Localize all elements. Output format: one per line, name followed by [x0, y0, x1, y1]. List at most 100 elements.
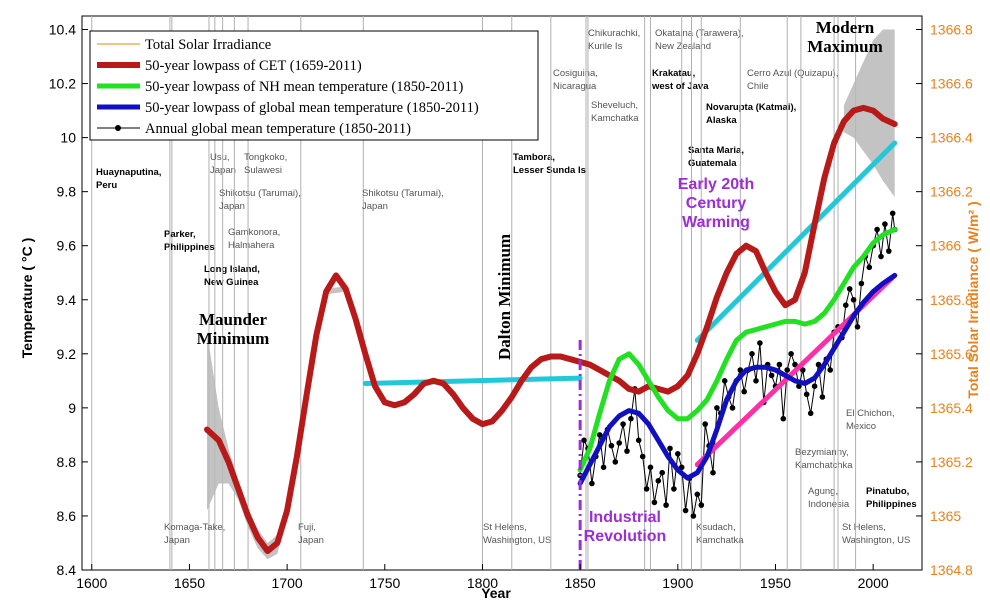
annual-temp-point: [788, 351, 794, 357]
y-tick-label: 9.2: [57, 346, 77, 362]
legend-label: 50-year lowpass of CET (1659-2011): [145, 58, 362, 74]
annual-temp-point: [753, 378, 759, 384]
x-tick-label: 1600: [76, 575, 107, 591]
annual-temp-point: [678, 464, 685, 471]
trend-line: [204, 104, 898, 555]
eruption-label: Komaga-Take, Japan: [164, 522, 225, 546]
y-tick-label: 8.4: [57, 562, 77, 578]
legend-label: 50-year lowpass of NH mean temperature (…: [145, 79, 464, 95]
y2-tick-label: 1365: [930, 508, 961, 524]
y2-tick-label: 1366.4: [930, 130, 973, 146]
era-label-layer: Maunder Minimum Dalton Minimum Modern Maximu…: [197, 18, 883, 545]
eruption-label: Agung, Indonesia: [808, 486, 850, 510]
annual-temp-point: [827, 367, 833, 373]
annual-temp-point: [682, 507, 689, 514]
y2-tick-label: 1365.2: [930, 454, 973, 470]
annual-temp-point: [803, 391, 810, 398]
x-axis-label: Year: [481, 585, 511, 601]
annual-temp-point: [643, 486, 650, 492]
eruption-label: Long Island, New Guinea: [204, 264, 260, 288]
annual-temp-point: [850, 297, 857, 303]
annual-temp-point: [616, 440, 622, 446]
y2-tick-label: 1365.4: [930, 400, 973, 416]
y-tick-label: 9.8: [57, 184, 77, 200]
legend-label: 50-year lowpass of global mean temperatu…: [145, 100, 479, 116]
annual-temp-point: [659, 469, 665, 476]
annual-temp-point: [624, 448, 630, 454]
eruption-label: Bezymianny, Kamchatchka: [795, 447, 853, 471]
annual-temp-point: [882, 221, 888, 227]
annual-temp-point: [647, 464, 654, 471]
y-tick-label: 8.8: [57, 454, 77, 470]
eruption-label: Krakatau, west of Java: [651, 68, 709, 92]
y2-tick-label: 1366.2: [930, 184, 973, 200]
eruption-label: Santa Maria, Guatemala: [688, 145, 744, 169]
annual-temp-point: [635, 437, 642, 444]
eruption-label: Huaynaputina, Peru: [96, 167, 161, 191]
annual-temp-point: [714, 405, 720, 411]
eruption-label: Ksudach, Kamchatka: [696, 522, 744, 546]
y2-tick-label: 1365.8: [930, 292, 973, 308]
annual-temp-point: [663, 502, 669, 508]
annual-temp-point: [815, 361, 822, 368]
eruption-label: Sheveluch, Kamchatka: [591, 100, 639, 124]
trend-line: [362, 375, 583, 386]
annual-temp-point: [675, 451, 681, 457]
eruption-label: Okataina (Tarawera), New Zealand: [655, 28, 744, 52]
eruption-label: Parker, Philippines: [164, 229, 215, 253]
annual-temp-point: [698, 502, 705, 508]
eruption-label: Novarupta (Katmai), Alaska: [706, 102, 796, 126]
annual-temp-point: [776, 361, 783, 368]
legend-marker: [115, 125, 121, 131]
y-tick-label: 8.6: [57, 508, 77, 524]
eruption-label: Tambora, Lesser Sunda Is: [513, 152, 586, 176]
annual-temp-point: [608, 442, 615, 449]
y2-tick-label: 1366.8: [930, 22, 973, 38]
series-layer: [204, 104, 898, 570]
x-tick-label: 1800: [467, 575, 498, 591]
annual-temp-point: [811, 383, 818, 390]
annual-temp-point: [690, 513, 697, 519]
y-tick-label: 10.2: [49, 76, 76, 92]
y2-axis-label: Total Solar Irradiance ( W/m² ): [965, 201, 981, 398]
eruption-label: Chikurachki, Kurile Is: [588, 28, 640, 52]
x-tick-label: 1950: [760, 575, 791, 591]
annual-temp-point: [620, 421, 626, 427]
eruption-label: Fuji, Japan: [298, 522, 324, 546]
eruption-label: Pinatubo, Philippines: [866, 486, 917, 510]
eruption-label: Cosiguina, Nicaragua: [553, 68, 598, 92]
y-tick-label: 10: [60, 130, 76, 146]
legend-label: Annual global mean temperature (1850-201…: [145, 121, 411, 137]
legend-label: Total Solar Irradiance: [145, 37, 271, 53]
x-tick-label: 2000: [858, 575, 889, 591]
eruption-label: Shikotsu (Tarumai), Japan: [362, 188, 444, 212]
annual-temp-point: [768, 372, 775, 379]
annual-temp-point: [729, 405, 736, 411]
annual-temp-point: [581, 437, 587, 444]
eruption-label: Gamkonora, Halmahera: [228, 227, 280, 251]
annual-temp-point: [858, 280, 865, 287]
annual-temp-point: [886, 248, 892, 254]
y-axis-label: Temperature ( °C ): [19, 238, 35, 358]
legend-box: [89, 30, 539, 141]
annual-temp-point: [721, 378, 728, 384]
annual-temp-point: [807, 410, 814, 417]
eruption-label: St Helens, Washington, US: [842, 522, 910, 546]
annual-temp-point: [780, 415, 787, 422]
annual-temp-point: [749, 351, 755, 357]
era-label: Dalton Minimum: [495, 234, 514, 360]
x-tick-label: 1850: [565, 575, 596, 591]
annual-temp-point: [628, 415, 634, 422]
annual-temp-point: [702, 421, 708, 427]
eruption-label: Cerro Azul (Quizapu), Chile: [747, 68, 838, 92]
eruption-label: Tongkoko, Sulawesi: [244, 152, 287, 176]
x-tick-label: 1650: [174, 575, 205, 591]
trend-line: [577, 227, 898, 473]
annual-temp-point: [874, 226, 880, 233]
annual-temp-point: [889, 210, 896, 217]
annual-temp-point: [639, 453, 646, 460]
y-tick-label: 9: [68, 400, 76, 416]
annual-temp-point: [655, 478, 662, 484]
annual-temp-point: [757, 340, 763, 346]
